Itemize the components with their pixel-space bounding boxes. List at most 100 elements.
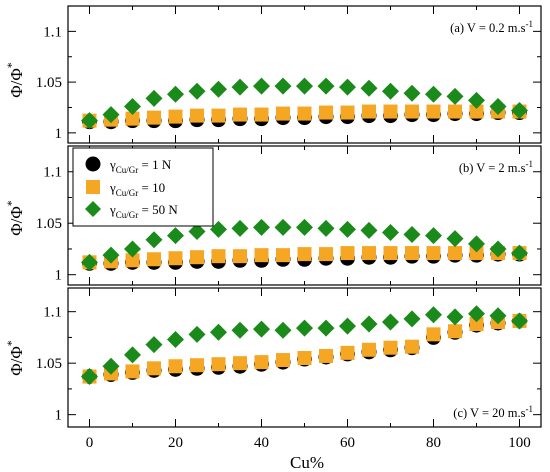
panel-a-point-diamond	[317, 77, 335, 95]
panel-b-point-diamond	[382, 223, 399, 241]
panel-a-point-square	[383, 104, 398, 119]
panel-a-y-tick-label: 1.1	[43, 24, 62, 40]
panel-c-point-square	[362, 342, 376, 357]
panel-b-point-square	[297, 247, 312, 262]
panel-c-y-tick-label: 1	[55, 408, 63, 424]
panel-b-point-square	[448, 246, 462, 261]
panel-a-point-diamond	[274, 77, 292, 95]
panel-c-point-diamond	[253, 320, 270, 338]
panel-c-point-square	[383, 340, 398, 355]
panel-b-point-diamond	[360, 221, 378, 239]
panel-b-point-diamond	[102, 246, 120, 264]
panel-a-point-diamond	[296, 77, 313, 95]
panel-a-point-square	[469, 104, 484, 119]
panel-c-point-diamond	[210, 323, 227, 341]
panel-c-point-square	[319, 348, 333, 363]
panel-b-point-diamond	[210, 220, 227, 238]
panel-b-point-square	[276, 248, 290, 263]
panel-a-annotation: (a) V = 0.2 m.s-1	[450, 19, 533, 35]
panel-b-point-square	[319, 247, 333, 262]
legend-marker-50n	[85, 201, 101, 217]
panel-c-point-diamond	[425, 306, 442, 324]
y-axis-title-panel-b: Φ/Φ*	[4, 200, 26, 236]
panel-a-point-diamond	[81, 112, 98, 130]
panel-b-point-square	[405, 246, 419, 261]
panel-a: 1 1.05 1.1 (a) V = 0.2 m.s-1	[36, 5, 542, 144]
panel-b-point-square	[254, 248, 269, 263]
panel-b-point-square	[211, 249, 226, 264]
x-tick-label: 100	[508, 435, 531, 451]
panel-c-point-square	[211, 357, 226, 372]
panel-b-point-diamond	[446, 230, 464, 248]
panel-a-point-square	[168, 109, 183, 124]
x-tick-label: 60	[340, 435, 355, 451]
panel-a-point-diamond	[382, 82, 399, 100]
panel-b-point-square	[426, 246, 441, 261]
panel-c-annotation: (c) V = 20 m.s-1	[453, 404, 533, 420]
legend-marker-10	[86, 180, 100, 194]
x-tick-label: 80	[426, 435, 441, 451]
panel-c-series-diamond	[81, 305, 528, 386]
panel-b-point-diamond	[296, 218, 313, 236]
panel-b-point-diamond	[425, 227, 442, 245]
y-axis-title-panel-c: Φ/Φ*	[4, 340, 26, 376]
panel-c-point-diamond	[145, 336, 163, 354]
panel-a-point-diamond	[188, 82, 206, 100]
panel-a-point-diamond	[446, 87, 464, 105]
panel-b-point-diamond	[167, 227, 184, 245]
legend-label-1n: γCu/Gr = 1 N	[109, 157, 172, 175]
panel-b-point-diamond	[145, 231, 163, 249]
x-axis-title: Cu%	[290, 453, 324, 472]
panel-c: 1 1.05 1.1 0 20 40 60 80 100 (c) V = 20 m.s-1	[36, 287, 542, 451]
panel-a-point-square	[426, 104, 441, 119]
panel-b-point-diamond	[489, 240, 507, 258]
panel-a-point-square	[276, 106, 290, 121]
panel-c-point-square	[405, 339, 419, 354]
panel-a-point-diamond	[231, 78, 249, 96]
panel-c-point-square	[340, 345, 355, 360]
panel-b-point-diamond	[253, 218, 270, 236]
panel-a-point-square	[340, 105, 355, 120]
panel-a-point-square	[448, 104, 462, 119]
panel-b-point-square	[340, 246, 355, 261]
panel-a-point-square	[233, 107, 247, 122]
legend: γCu/Gr = 1 N γCu/Gr = 10 γCu/Gr = 50 N	[72, 147, 214, 227]
panel-c-point-diamond	[339, 317, 356, 335]
panel-b-point-diamond	[403, 226, 421, 244]
panel-a-point-square	[125, 111, 140, 126]
panel-b-series-diamond	[81, 218, 528, 271]
panel-a-point-diamond	[102, 106, 120, 124]
panel-a-point-square	[319, 105, 333, 120]
panel-b-point-square	[147, 252, 161, 267]
panel-b-point-square	[125, 253, 140, 268]
panel-c-point-diamond	[188, 325, 206, 343]
panel-b-point-diamond	[231, 219, 249, 237]
panel-c-y-tick-label: 1.05	[36, 356, 62, 372]
panel-c-point-diamond	[296, 319, 313, 337]
panel-a-point-square	[147, 110, 161, 125]
panel-b-annotation: (b) V = 2 m.s-1	[459, 159, 533, 175]
panel-a-point-square	[254, 107, 269, 122]
panel-a-point-diamond	[425, 85, 442, 103]
panel-c-point-square	[233, 356, 247, 371]
panel-b-point-diamond	[468, 235, 485, 253]
panel-b: 1 1.05 1.1 (b) V = 2 m.s-1	[36, 145, 542, 286]
panel-b-y-tick-label: 1.05	[36, 216, 62, 232]
panel-c-point-diamond	[102, 357, 120, 375]
legend-marker-1n	[85, 156, 101, 172]
panel-b-point-square	[362, 246, 376, 261]
panel-c-point-square	[147, 361, 161, 376]
panel-a-point-diamond	[145, 89, 163, 107]
panel-c-point-square	[426, 327, 441, 342]
panel-c-point-diamond	[446, 308, 464, 326]
panel-a-point-diamond	[403, 84, 421, 102]
legend-label-50n: γCu/Gr = 50 N	[109, 202, 178, 220]
panel-b-point-diamond	[339, 220, 356, 238]
panel-c-point-square	[125, 364, 140, 379]
panel-c-point-diamond	[274, 321, 292, 339]
panel-b-point-diamond	[317, 219, 335, 237]
panel-a-point-diamond	[468, 91, 485, 109]
panel-b-point-square	[383, 246, 398, 261]
panel-b-point-square	[190, 250, 204, 265]
